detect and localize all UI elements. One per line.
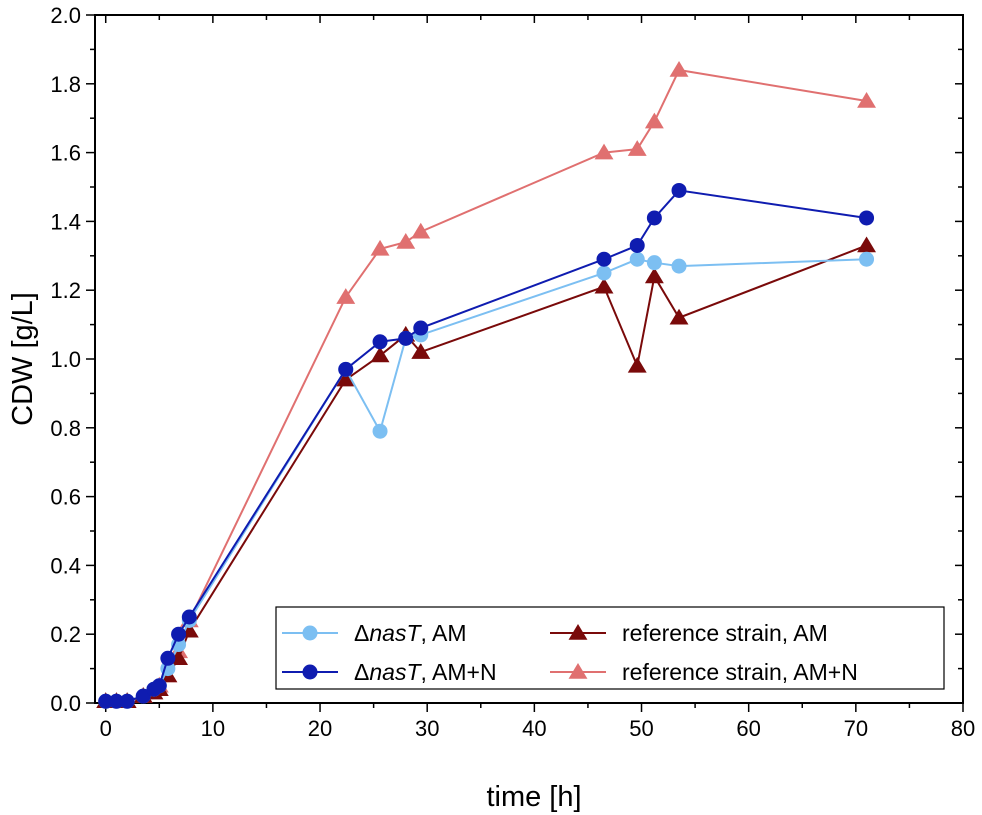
data-point	[372, 334, 388, 350]
data-point	[627, 140, 647, 156]
data-point	[857, 236, 877, 253]
legend-entry-2: reference strain, AM	[550, 620, 828, 646]
y-tick-label: 0.4	[50, 553, 81, 578]
legend-label: reference strain, AM	[622, 620, 828, 646]
data-point	[370, 346, 390, 363]
legend-entry-0: ΔnasT, AM	[282, 620, 467, 646]
legend-label-prefix: Δ	[354, 620, 369, 646]
data-point	[411, 222, 431, 239]
x-axis-title: time [h]	[486, 781, 581, 813]
data-point	[671, 182, 687, 198]
y-tick-label: 0.6	[50, 485, 81, 510]
data-point	[644, 267, 664, 284]
x-tick-label: 70	[844, 716, 868, 741]
legend-marker	[568, 663, 588, 679]
data-point	[669, 61, 689, 77]
data-point	[336, 370, 356, 387]
data-point	[629, 237, 645, 253]
axes: 0 10 20 30 40 50 60 70 80 0.0 0.2 0.4 0.6 0.8 1.0 1.2 1.…	[50, 3, 975, 741]
legend-label: ΔnasT, AM+N	[354, 659, 497, 685]
data-point	[413, 320, 429, 336]
x-tick-label: 40	[522, 716, 546, 741]
legend-label-italic: nasT	[369, 659, 422, 685]
legend-label: reference strain, AM+N	[622, 659, 858, 685]
data-point	[646, 210, 662, 226]
legend-label: ΔnasT, AM	[354, 620, 467, 646]
y-tick-label: 0.0	[50, 691, 81, 716]
legend-label-suffix: , AM	[421, 620, 467, 646]
data-point	[627, 356, 647, 373]
data-point	[596, 265, 612, 281]
y-tick-label: 1.2	[50, 278, 81, 303]
x-tick-label: 50	[629, 716, 653, 741]
x-tick-label: 10	[201, 716, 225, 741]
plot-frame	[94, 14, 964, 704]
data-point	[135, 688, 151, 704]
legend-label-prefix: Δ	[354, 659, 369, 685]
data-point	[594, 277, 614, 294]
series-group	[96, 61, 877, 709]
y-tick-label: 1.6	[50, 141, 81, 166]
data-point	[859, 251, 875, 267]
data-point	[669, 308, 689, 325]
data-point	[411, 343, 431, 359]
y-tick-label: 1.8	[50, 72, 81, 97]
data-point	[594, 143, 614, 160]
data-point	[151, 678, 167, 694]
legend-marker	[302, 664, 318, 680]
legend-label-italic: nasT	[369, 620, 422, 646]
legend-entry-1: ΔnasT, AM+N	[282, 659, 497, 685]
x-tick-label: 0	[100, 716, 112, 741]
data-point	[160, 650, 176, 666]
data-point	[646, 255, 662, 271]
data-point	[336, 288, 356, 304]
data-point	[671, 258, 687, 274]
y-tick-label: 0.8	[50, 416, 81, 441]
data-point	[398, 330, 414, 346]
legend-label-suffix: , AM+N	[421, 659, 497, 685]
data-point	[181, 609, 197, 625]
data-point	[108, 693, 124, 709]
data-point	[396, 233, 416, 249]
x-tick-label: 80	[951, 716, 975, 741]
data-point	[119, 693, 135, 709]
data-point	[629, 251, 645, 267]
x-tick-label: 60	[736, 716, 760, 741]
data-point	[857, 92, 877, 108]
y-tick-label: 2.0	[50, 3, 81, 28]
data-point	[372, 423, 388, 439]
x-tick-label: 20	[308, 716, 332, 741]
data-point	[644, 112, 664, 129]
legend-entry-3: reference strain, AM+N	[550, 659, 858, 685]
legend-marker	[568, 624, 588, 640]
data-point	[370, 239, 390, 256]
data-point	[171, 626, 187, 642]
data-point	[596, 251, 612, 267]
data-point	[859, 210, 875, 226]
legend-box	[275, 606, 945, 690]
y-tick-label: 0.2	[50, 622, 81, 647]
y-axis-title: CDW [g/L]	[7, 292, 39, 426]
data-point	[98, 693, 114, 709]
legend-marker	[302, 625, 318, 641]
data-point	[338, 361, 354, 377]
series-1	[98, 182, 875, 709]
y-tick-label: 1.4	[50, 209, 81, 234]
y-tick-label: 1.0	[50, 347, 81, 372]
x-tick-label: 30	[415, 716, 439, 741]
